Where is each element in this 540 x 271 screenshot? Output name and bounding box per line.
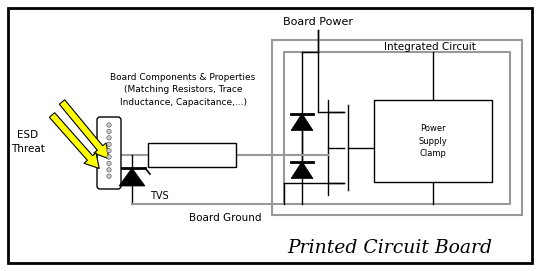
Circle shape (107, 149, 111, 153)
Text: TVS: TVS (150, 191, 168, 201)
Circle shape (107, 155, 111, 159)
Bar (272, 40, 522, 215)
Text: Power
Supply
Clamp: Power Supply Clamp (418, 124, 447, 158)
Circle shape (107, 167, 111, 172)
Polygon shape (119, 168, 145, 186)
Circle shape (107, 174, 111, 178)
Text: Board Ground: Board Ground (189, 213, 261, 223)
Text: ESD
Threat: ESD Threat (11, 130, 45, 154)
Text: Board Power: Board Power (283, 17, 353, 27)
Circle shape (107, 123, 111, 127)
Circle shape (107, 161, 111, 166)
Bar (148, 143, 236, 167)
FancyArrow shape (49, 113, 99, 169)
FancyBboxPatch shape (97, 117, 121, 189)
Polygon shape (291, 114, 313, 131)
Text: Board Components & Properties
(Matching Resistors, Trace
Inductance, Capacitance: Board Components & Properties (Matching … (110, 73, 255, 107)
Bar (374, 100, 492, 182)
FancyArrow shape (59, 100, 109, 159)
Text: Integrated Circuit: Integrated Circuit (384, 42, 476, 52)
Circle shape (107, 136, 111, 140)
Polygon shape (291, 162, 313, 179)
Text: Printed Circuit Board: Printed Circuit Board (287, 239, 492, 257)
Circle shape (107, 142, 111, 146)
Bar (284, 52, 510, 204)
Circle shape (107, 129, 111, 134)
